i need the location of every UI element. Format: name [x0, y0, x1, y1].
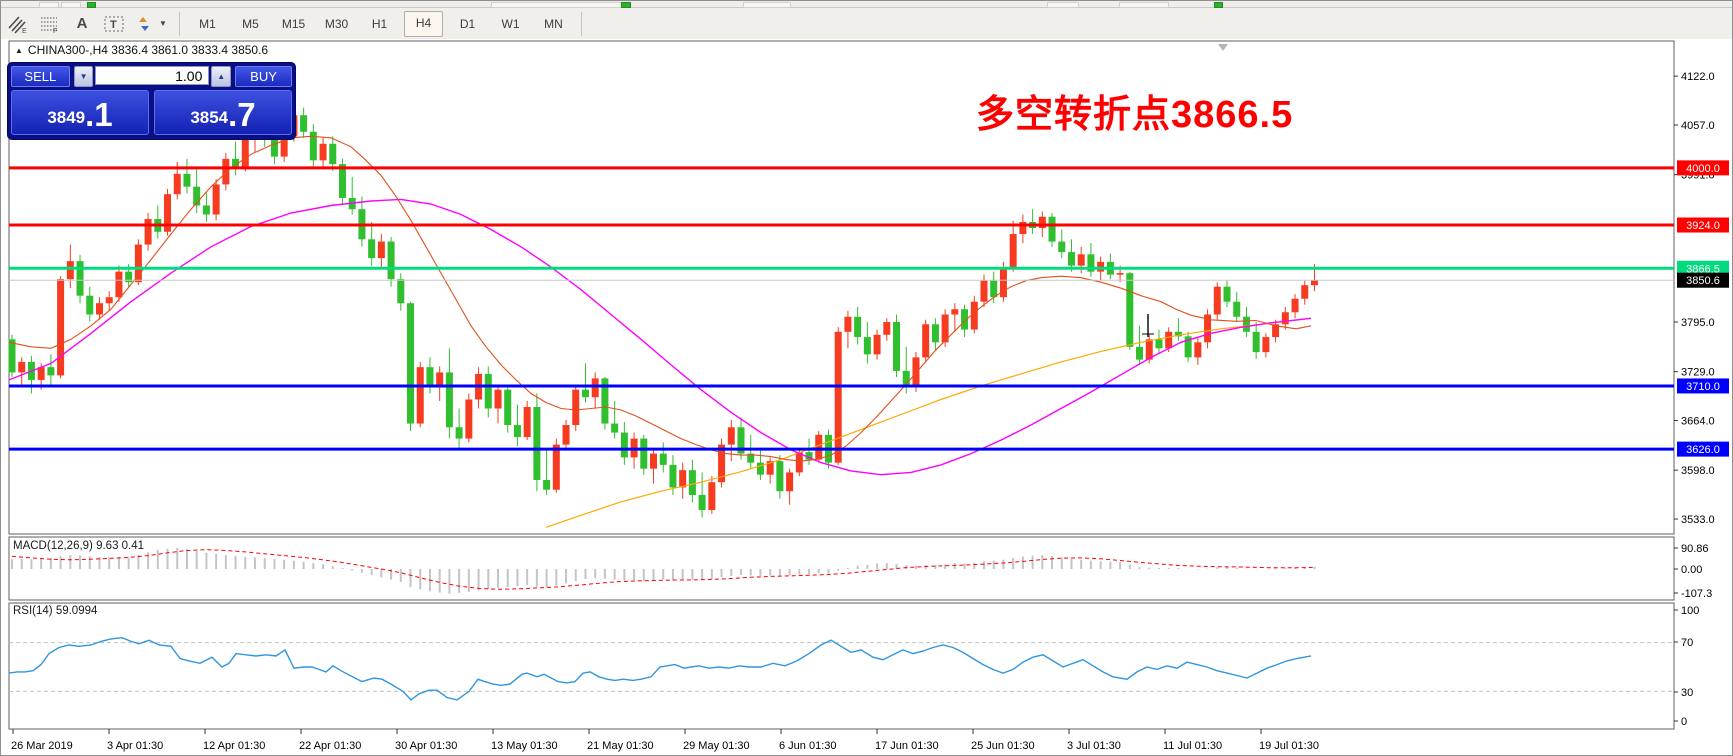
volume-input[interactable]: [95, 66, 210, 85]
buy-button[interactable]: BUY: [235, 66, 292, 87]
svg-text:22 Apr 01:30: 22 Apr 01:30: [299, 740, 361, 752]
svg-text:4000.0: 4000.0: [1686, 163, 1720, 175]
clipped-toolbar-strip: [1, 1, 1732, 8]
svg-text:3 Jul 01:30: 3 Jul 01:30: [1067, 740, 1121, 752]
svg-text:3664.0: 3664.0: [1681, 416, 1715, 428]
toolbar-stub-green: [87, 2, 96, 8]
svg-text:T: T: [110, 19, 117, 31]
svg-text:3866.5: 3866.5: [1686, 263, 1720, 275]
svg-text:F: F: [53, 28, 57, 34]
chart-title-text: CHINA300-,H4 3836.4 3861.0 3833.4 3850.6: [27, 43, 269, 57]
toolbar-separator: [179, 11, 180, 36]
rsi-label: RSI(14) 59.0994: [13, 605, 98, 617]
tab-timeframe-MN[interactable]: MN: [544, 16, 563, 31]
channel-icon[interactable]: E: [3, 11, 33, 37]
text-label-icon[interactable]: T: [99, 11, 129, 37]
tab-timeframe-M5[interactable]: M5: [242, 16, 259, 31]
toolbar-stub: [1119, 2, 1169, 8]
chart-area[interactable]: ▲ CHINA300-,H4 3836.4 3861.0 3833.4 3850…: [1, 39, 1732, 755]
chevron-down-icon[interactable]: ▼: [159, 19, 167, 28]
svg-text:26 Mar 2019: 26 Mar 2019: [11, 740, 73, 752]
svg-text:30: 30: [1681, 687, 1693, 699]
svg-text:3924.0: 3924.0: [1686, 220, 1720, 232]
tab-timeframe-W1[interactable]: W1: [501, 16, 520, 31]
macd-label: MACD(12,26,9) 9.63 0.41: [13, 540, 145, 552]
timeframe-bar: M1 M5 M15 M30 H1 H4 D1 W1 MN: [186, 10, 575, 37]
svg-text:17 Jun 01:30: 17 Jun 01:30: [875, 740, 939, 752]
svg-text:21 May 01:30: 21 May 01:30: [587, 740, 654, 752]
svg-text:3795.0: 3795.0: [1681, 317, 1715, 329]
tab-timeframe-H4[interactable]: H4: [404, 10, 443, 37]
chart-toolbar: E F A T ▼ M1 M5 M15 M30 H1 H4 D1 W1 MN: [1, 8, 1732, 40]
svg-text:6 Jun 01:30: 6 Jun 01:30: [779, 740, 837, 752]
tab-timeframe-M30[interactable]: M30: [324, 16, 349, 31]
text-icon[interactable]: A: [76, 15, 88, 32]
svg-text:4122.0: 4122.0: [1681, 71, 1715, 83]
svg-text:25 Jun 01:30: 25 Jun 01:30: [971, 740, 1035, 752]
svg-text:30 Apr 01:30: 30 Apr 01:30: [395, 740, 457, 752]
buy-price-fraction: .7: [228, 96, 256, 133]
chart-title: ▲ CHINA300-,H4 3836.4 3861.0 3833.4 3850…: [15, 43, 268, 57]
svg-text:19 Jul 01:30: 19 Jul 01:30: [1259, 740, 1319, 752]
svg-text:3533.0: 3533.0: [1681, 514, 1715, 526]
toolbar-stub-green: [621, 2, 631, 8]
svg-text:12 Apr 01:30: 12 Apr 01:30: [203, 740, 265, 752]
svg-text:0: 0: [1681, 716, 1687, 728]
svg-text:3 Apr 01:30: 3 Apr 01:30: [107, 740, 163, 752]
svg-text:4057.0: 4057.0: [1681, 120, 1715, 132]
svg-text:-107.3: -107.3: [1681, 588, 1712, 600]
sell-price-main: 3849: [47, 108, 86, 127]
toolbar-stub: [1047, 2, 1079, 8]
svg-text:100: 100: [1681, 605, 1699, 617]
svg-text:3729.0: 3729.0: [1681, 367, 1715, 379]
sell-price-button[interactable]: 3849.1: [11, 90, 149, 135]
collapse-icon[interactable]: ▲: [15, 45, 23, 55]
chart-svg: 4122.04057.03991.03795.03729.03664.03598…: [8, 40, 1729, 752]
svg-text:70: 70: [1681, 637, 1693, 649]
one-click-trading-widget: SELL ▼ ▲ BUY 3849.1 3854.7: [8, 63, 295, 139]
buy-price-button[interactable]: 3854.7: [154, 90, 292, 135]
svg-text:13 May 01:30: 13 May 01:30: [491, 740, 558, 752]
fibonacci-icon[interactable]: F: [35, 11, 65, 37]
svg-text:0.00: 0.00: [1681, 564, 1702, 576]
svg-text:E: E: [22, 28, 27, 34]
svg-text:90.86: 90.86: [1681, 543, 1709, 555]
tab-timeframe-M1[interactable]: M1: [199, 16, 216, 31]
volume-decrease-button[interactable]: ▼: [73, 66, 94, 87]
toolbar-stub: [743, 2, 791, 8]
sell-button[interactable]: SELL: [11, 66, 70, 87]
tab-timeframe-D1[interactable]: D1: [459, 16, 476, 31]
chart-annotation-text: 多空转折点3866.5: [976, 94, 1294, 136]
svg-text:3850.6: 3850.6: [1686, 275, 1720, 287]
svg-text:3710.0: 3710.0: [1686, 381, 1720, 393]
arrows-icon[interactable]: ▼: [131, 11, 173, 37]
sell-price-fraction: .1: [85, 96, 113, 133]
svg-text:29 May 01:30: 29 May 01:30: [683, 740, 750, 752]
volume-increase-button[interactable]: ▲: [211, 66, 232, 87]
tab-timeframe-H1[interactable]: H1: [371, 16, 388, 31]
tab-timeframe-M15[interactable]: M15: [281, 16, 306, 31]
toolbar-stub: [39, 2, 59, 8]
svg-text:3598.0: 3598.0: [1681, 465, 1715, 477]
svg-text:11 Jul 01:30: 11 Jul 01:30: [1163, 740, 1222, 752]
toolbar-stub: [61, 2, 81, 8]
toolbar-stub-green: [1214, 2, 1223, 8]
svg-text:3626.0: 3626.0: [1686, 444, 1720, 456]
buy-price-main: 3854: [190, 108, 229, 127]
toolbar-separator: [581, 11, 582, 36]
